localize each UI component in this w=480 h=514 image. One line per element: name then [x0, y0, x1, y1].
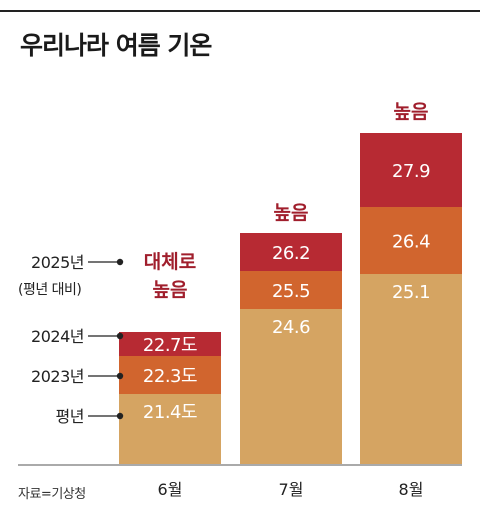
legend-2023-dot	[116, 372, 124, 380]
value-label-average-2: 24.6	[272, 317, 310, 338]
bar-y2023-3	[360, 207, 462, 274]
legend-2024-dot	[116, 332, 124, 340]
bar-y2024-1	[119, 332, 221, 356]
legend-average-dot	[116, 412, 124, 420]
legend-2024-label: 2024년	[31, 327, 84, 346]
bar-average-1	[119, 394, 221, 464]
bar-average-3	[360, 274, 462, 464]
bar-y2023-2	[240, 271, 342, 309]
x-tick-label-3: 8월	[399, 480, 424, 499]
annotation-june-line1: 대체로	[144, 251, 196, 273]
value-label-y2023-1: 22.3도	[143, 366, 197, 387]
top-rule	[0, 10, 480, 12]
legend-2025-dot	[116, 258, 124, 266]
annotation-june-line2: 높음	[153, 279, 188, 301]
value-label-y2024-3: 27.9	[392, 161, 430, 182]
x-tick-label-1: 6월	[158, 480, 183, 499]
value-label-y2023-3: 26.4	[392, 232, 430, 253]
value-label-y2023-2: 25.5	[272, 281, 310, 302]
bar-y2023-1	[119, 356, 221, 394]
legend-average-label: 평년	[56, 407, 84, 426]
annotation-august: 높음	[394, 101, 429, 123]
value-label-y2024-2: 26.2	[272, 243, 310, 264]
x-tick-label-2: 7월	[279, 480, 304, 499]
source-note: 자료=기상청	[18, 487, 86, 502]
value-label-average-3: 25.1	[392, 282, 430, 303]
bar-y2024-3	[360, 133, 462, 207]
annotation-july: 높음	[274, 202, 309, 224]
legend-2023-label: 2023년	[31, 367, 84, 386]
bar-y2024-2	[240, 233, 342, 271]
legend-2025-sublabel: (평년 대비)	[18, 282, 81, 298]
legend-2025-label: 2025년	[31, 253, 84, 272]
bar-average-2	[240, 309, 342, 464]
value-label-average-1: 21.4도	[143, 402, 197, 423]
value-label-y2024-1: 22.7도	[143, 335, 197, 356]
chart-title: 우리나라 여름 기온	[20, 31, 212, 60]
